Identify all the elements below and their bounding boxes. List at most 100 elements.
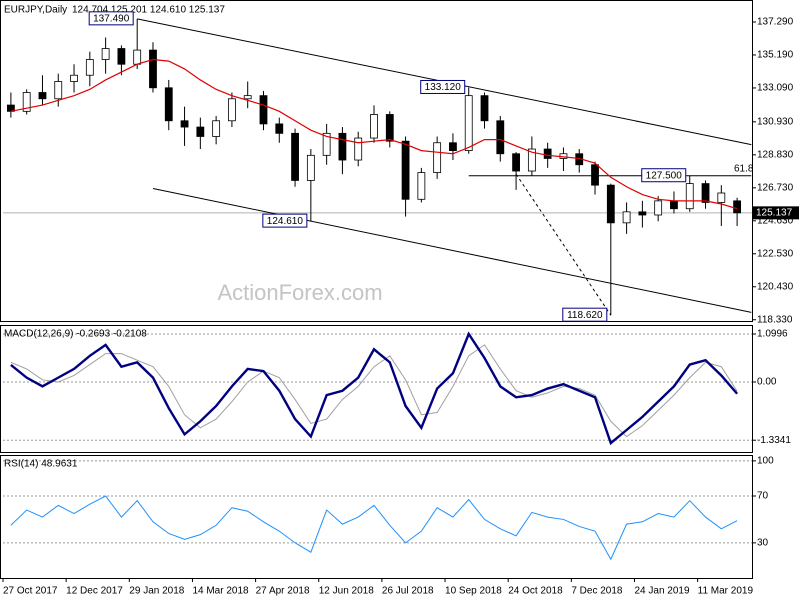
x-tick-label: 27 Oct 2017 — [3, 586, 58, 597]
price-label-box — [641, 168, 687, 183]
price-label-box — [562, 307, 608, 322]
price-label: 133.120 — [425, 82, 462, 93]
y-tick-label: -1.3341 — [757, 435, 791, 446]
moving-average — [10, 58, 738, 210]
indicator-line — [10, 344, 738, 438]
candle-body — [338, 132, 347, 161]
candle-body — [164, 87, 173, 122]
candle-body — [149, 49, 157, 89]
candle-body — [496, 120, 505, 155]
candle-body — [243, 95, 252, 100]
candle-body — [606, 184, 615, 224]
chart-title: EURJPY,Daily — [4, 5, 67, 16]
y-tick-label: 126.730 — [757, 182, 794, 193]
price-label-box — [88, 11, 134, 26]
x-tick-label: 24 Jan 2019 — [634, 586, 689, 597]
indicator-line — [10, 495, 738, 561]
y-tick-label: 0.00 — [757, 377, 777, 388]
macd-title: MACD(12,26,9) -0.2693 -0.2108 — [4, 329, 147, 340]
candle-body — [670, 200, 678, 210]
x-tick-label: 10 Sep 2018 — [445, 586, 502, 597]
candle-body — [543, 148, 552, 159]
candle-body — [101, 48, 110, 60]
x-tick-label: 12 Dec 2017 — [66, 586, 123, 597]
x-tick-label: 11 Mar 2019 — [698, 586, 754, 597]
candle-body — [70, 74, 78, 82]
y-tick-label: 124.630 — [757, 215, 794, 226]
y-tick-label: 1.0996 — [757, 329, 788, 340]
candle-body — [322, 132, 331, 156]
candle-body — [433, 142, 442, 173]
candle-body — [196, 126, 205, 137]
candle-body — [591, 164, 599, 186]
candle-body — [259, 95, 268, 125]
price-label: 118.620 — [567, 310, 603, 321]
indicator-line — [10, 331, 739, 446]
candle-body — [354, 137, 363, 161]
candle-body — [512, 153, 520, 172]
x-tick-label: 12 Jun 2018 — [319, 586, 374, 597]
x-tick-label: 14 Mar 2018 — [192, 586, 249, 597]
candle-body — [401, 140, 410, 200]
y-tick-label: 30 — [757, 537, 769, 548]
candle-body — [685, 183, 694, 210]
candle-body — [701, 183, 710, 203]
price-label-box — [420, 79, 466, 94]
candle-body — [117, 48, 126, 65]
candle-body — [638, 211, 647, 216]
candle-body — [291, 132, 299, 181]
y-tick-label: 128.830 — [757, 149, 794, 160]
candle-body — [464, 95, 473, 152]
y-tick-label: 135.190 — [757, 50, 794, 61]
candle-body — [622, 211, 631, 224]
candle-body — [85, 59, 94, 76]
y-tick-label: 137.290 — [757, 17, 794, 28]
candle-body — [133, 49, 142, 65]
watermark: ActionForex.com — [217, 280, 382, 305]
y-tick-label: 130.930 — [757, 117, 794, 128]
candle-body — [385, 114, 394, 142]
ohlc-label: 124.704 125.201 124.610 125.137 — [72, 5, 225, 16]
candle-body — [654, 200, 663, 216]
last-price-label: 125.137 — [756, 207, 793, 218]
candle-body — [275, 123, 284, 134]
fib-label: 61.8 — [734, 163, 754, 174]
price-label: 137.490 — [93, 13, 130, 24]
y-tick-label: 100 — [757, 455, 774, 466]
trend-line — [152, 187, 752, 313]
candle-body — [480, 95, 489, 122]
candle-body — [22, 92, 31, 112]
x-tick-label: 24 Oct 2018 — [508, 586, 563, 597]
candle-body — [228, 98, 236, 122]
candle-body — [180, 120, 189, 128]
price-label: 124.610 — [267, 216, 304, 227]
candle-body — [717, 192, 726, 203]
y-tick-label: 120.430 — [757, 281, 794, 292]
candle-body — [370, 114, 378, 139]
x-tick-label: 27 Apr 2018 — [256, 586, 310, 597]
panel-frame — [0, 0, 753, 322]
last-price-box — [753, 206, 799, 220]
candle-body — [449, 142, 457, 152]
candle-body — [38, 92, 47, 100]
x-tick-label: 7 Dec 2018 — [571, 586, 623, 597]
candle-body — [417, 172, 426, 200]
candle-body — [54, 81, 63, 100]
candle-body — [212, 120, 221, 137]
rsi-title: RSI(14) 48.9631 — [4, 459, 78, 470]
y-tick-label: 70 — [757, 491, 769, 502]
x-tick-label: 29 Jan 2018 — [129, 586, 184, 597]
price-label-box — [262, 213, 308, 228]
candle-body — [527, 148, 536, 172]
candle-body — [733, 200, 742, 214]
panel-frame — [0, 325, 753, 453]
y-tick-label: 118.330 — [757, 314, 793, 325]
trend-line — [515, 173, 612, 316]
price-label: 127.500 — [646, 170, 683, 181]
panel-frame — [0, 455, 753, 579]
y-tick-label: 133.090 — [757, 83, 794, 94]
candle-body — [306, 154, 315, 181]
x-tick-label: 26 Jul 2018 — [382, 586, 434, 597]
y-tick-label: 122.530 — [757, 248, 794, 259]
